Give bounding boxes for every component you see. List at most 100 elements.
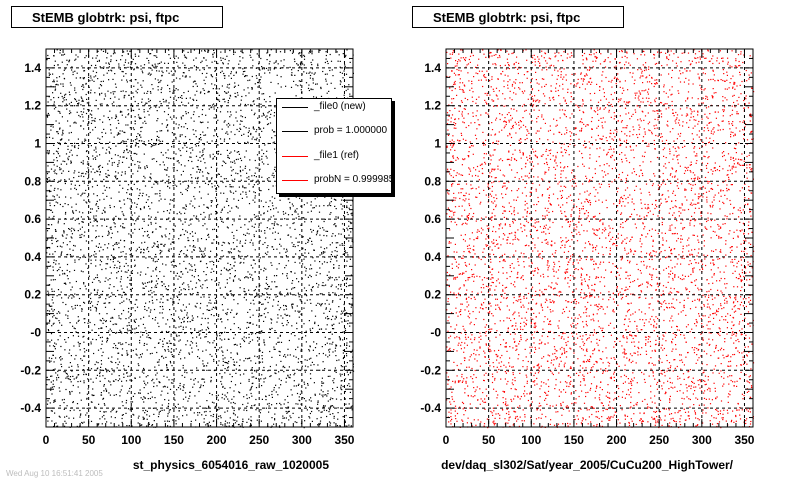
scatter-point (123, 97, 125, 99)
scatter-point (63, 402, 65, 404)
scatter-point (123, 142, 125, 144)
scatter-point (175, 407, 177, 409)
scatter-point (160, 243, 162, 245)
scatter-point (144, 116, 146, 118)
scatter-point (83, 355, 85, 357)
scatter-point (310, 302, 312, 304)
scatter-point (212, 153, 214, 155)
scatter-point (177, 57, 179, 59)
scatter-point (176, 416, 178, 418)
scatter-point (235, 71, 237, 73)
scatter-point (178, 162, 180, 164)
scatter-point (326, 324, 328, 326)
scatter-point (151, 296, 153, 298)
scatter-point (137, 88, 139, 90)
scatter-point (279, 238, 281, 240)
scatter-point (181, 101, 183, 103)
scatter-point (212, 415, 214, 418)
scatter-point (101, 136, 103, 138)
scatter-point (242, 68, 244, 70)
scatter-point (70, 188, 72, 190)
scatter-point (57, 374, 59, 376)
scatter-point (171, 264, 173, 266)
scatter-point (329, 53, 331, 56)
scatter-point (203, 79, 205, 81)
scatter-point (97, 362, 99, 364)
scatter-point (341, 312, 344, 314)
scatter-point (204, 317, 206, 320)
scatter-point (121, 294, 123, 296)
scatter-point (151, 380, 153, 382)
scatter-point (182, 181, 184, 183)
scatter-point (213, 108, 215, 110)
scatter-point (220, 423, 222, 425)
scatter-point (162, 71, 164, 74)
scatter-point (277, 341, 279, 343)
scatter-point (188, 397, 190, 400)
scatter-point (254, 138, 256, 141)
scatter-point (143, 92, 145, 94)
scatter-point (207, 234, 209, 236)
scatter-point (111, 316, 113, 318)
scatter-point (253, 235, 255, 238)
scatter-point (346, 277, 348, 279)
scatter-point (100, 392, 102, 394)
scatter-point (211, 106, 213, 108)
scatter-point (135, 79, 137, 81)
scatter-point (341, 243, 343, 245)
scatter-point (261, 68, 263, 70)
scatter-point (159, 381, 161, 384)
scatter-point (339, 339, 341, 341)
scatter-point (286, 224, 288, 226)
scatter-point (270, 375, 272, 377)
scatter-point (50, 387, 52, 389)
scatter-point (143, 64, 146, 66)
scatter-point (296, 305, 298, 307)
scatter-point (71, 370, 73, 372)
scatter-point (112, 245, 114, 247)
scatter-point (51, 224, 53, 226)
scatter-point (201, 155, 203, 157)
scatter-point (343, 70, 345, 72)
scatter-point (172, 382, 174, 384)
scatter-point (244, 224, 246, 226)
scatter-point (134, 228, 136, 230)
scatter-point (245, 95, 247, 97)
scatter-point (63, 230, 65, 232)
scatter-point (82, 336, 84, 338)
scatter-point (210, 250, 212, 252)
scatter-point (312, 79, 314, 81)
scatter-point (109, 97, 112, 100)
scatter-point (261, 351, 264, 353)
scatter-point (230, 151, 232, 153)
scatter-point (183, 126, 185, 128)
scatter-point (252, 299, 254, 301)
scatter-point (337, 412, 339, 414)
scatter-point (291, 288, 293, 290)
scatter-point (297, 310, 299, 312)
scatter-point (256, 77, 258, 79)
scatter-point (125, 116, 127, 118)
scatter-point (276, 223, 278, 225)
scatter-point (157, 211, 159, 213)
scatter-point (118, 247, 120, 249)
scatter-point (171, 199, 173, 201)
scatter-point (135, 353, 137, 355)
scatter-point (164, 62, 166, 64)
scatter-point (103, 319, 105, 321)
scatter-point (129, 198, 131, 200)
scatter-point (296, 322, 298, 324)
scatter-point (54, 169, 56, 171)
scatter-point (215, 395, 217, 397)
scatter-point (87, 184, 89, 187)
scatter-point (198, 52, 200, 54)
scatter-point (113, 380, 115, 382)
scatter-point (184, 144, 186, 147)
scatter-point (145, 409, 147, 411)
scatter-point (79, 236, 81, 239)
scatter-point (246, 397, 248, 400)
scatter-point (310, 397, 312, 399)
scatter-point (344, 56, 347, 58)
scatter-point (271, 196, 273, 198)
scatter-point (155, 374, 157, 376)
